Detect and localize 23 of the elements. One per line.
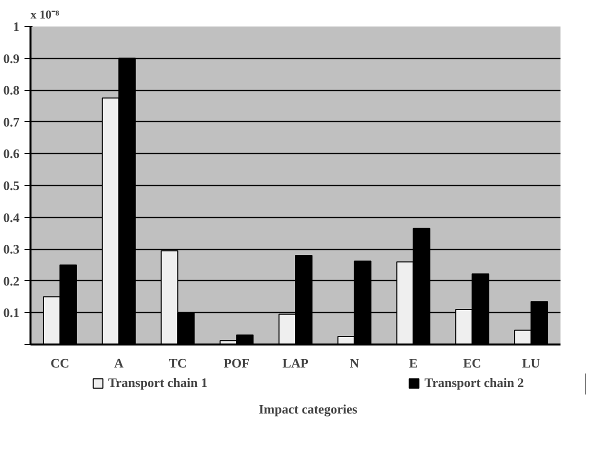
y-tick-label: 1: [13, 19, 20, 34]
y-tick-label: 0.5: [3, 178, 20, 193]
x-tick-label: N: [350, 356, 360, 370]
y-tick-label: 0.4: [3, 210, 20, 225]
x-tick-label: TC: [168, 356, 187, 370]
x-tick-label: CC: [50, 356, 70, 370]
x-axis-title: Impact categories: [258, 402, 358, 416]
x-tick-label: EC: [463, 356, 482, 370]
y-tick-label: 0.9: [3, 50, 20, 66]
y-tick-label: 0.1: [3, 305, 20, 320]
x-tick-label: A: [114, 356, 124, 370]
x-tick-label: E: [408, 356, 418, 370]
y-tick-label: 0.3: [3, 242, 20, 257]
text: x 10⁻⁸: [30, 8, 60, 22]
x-tick-label: POF: [224, 356, 250, 370]
y-tick-label: 0.8: [3, 82, 20, 98]
y-tick-label: 0.2: [3, 273, 20, 288]
legend-label: Transport chain 2: [424, 375, 524, 391]
x-tick-label: LAP: [282, 356, 309, 370]
y-tick-label: 0.6: [3, 146, 20, 162]
x-tick-label: LU: [522, 356, 541, 370]
y-tick-label: 0.7: [3, 114, 20, 130]
legend-label: Transport chain 1: [108, 375, 208, 391]
